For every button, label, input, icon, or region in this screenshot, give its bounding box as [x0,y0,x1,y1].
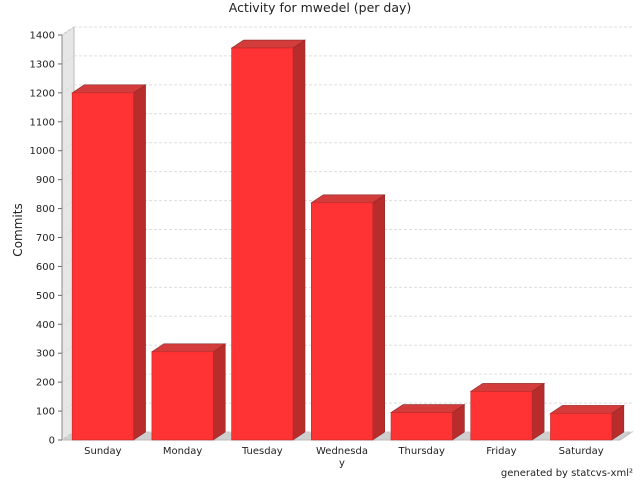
bar-top [230,39,306,49]
bar-top [310,194,386,204]
y-tick-label: 700 [36,233,55,244]
bar-monday [150,343,227,441]
bar-front [231,47,294,441]
bar-top [390,404,466,413]
y-axis: 0 100 200 300 400 500 600 700 800 900 1000 1100 1200… [30,31,63,447]
bar-front [151,351,214,441]
x-tick-label: Wednesda [316,446,368,457]
y-tick-label: 500 [36,291,55,302]
x-tick-label: Friday [486,446,516,457]
y-tick-label: 400 [36,320,55,331]
bar-top [150,343,227,353]
bar-top [549,405,625,414]
bar-front [71,92,134,441]
bar-front [390,412,453,441]
y-tick-label: 1100 [30,117,55,128]
x-tick-label: y [339,458,345,469]
x-tick-label: Thursday [397,446,445,457]
bar-front [550,413,613,441]
bars [71,39,625,441]
y-tick-label: 800 [36,204,55,215]
x-tick-label: Saturday [559,446,604,457]
y-tick-label: 200 [36,378,55,389]
bar-sunday [71,84,147,441]
bar-friday [469,382,546,441]
footer-credit: generated by statcvs-xml² [501,468,633,479]
y-tick-label: 1400 [30,31,55,42]
bar-front [311,202,373,441]
y-tick-label: 1300 [30,59,55,70]
bar-thursday [390,403,466,441]
bar-side [531,382,545,441]
grid-line-diagonal [61,55,75,65]
y-tick-label: 600 [36,262,55,273]
x-tick-label: Sunday [84,446,121,457]
y-tick-label: 1200 [30,88,55,99]
bar-top [71,84,147,94]
bar-top [469,383,546,392]
x-tick-label: Monday [163,446,203,457]
grid-line-diagonal [61,26,75,36]
chart-title: Activity for mwedel (per day) [229,0,412,15]
bar-front [470,391,533,441]
bar-side [212,343,226,441]
y-tick-label: 100 [36,407,55,418]
y-axis-label: Commits [11,203,25,256]
bar-saturday [549,404,625,441]
bar-side [292,39,306,441]
bar-tuesday [230,39,306,441]
bar-side [133,84,146,441]
y-tick-label: 1000 [30,146,55,157]
bar-wednesday [310,194,386,441]
y-tick-label: 900 [36,175,55,186]
y-tick-label: 0 [49,436,55,447]
x-tick-label: Tuesday [241,446,283,457]
bar-side [372,194,385,441]
y-tick-label: 300 [36,349,55,360]
grid-line-diagonal [61,84,75,94]
